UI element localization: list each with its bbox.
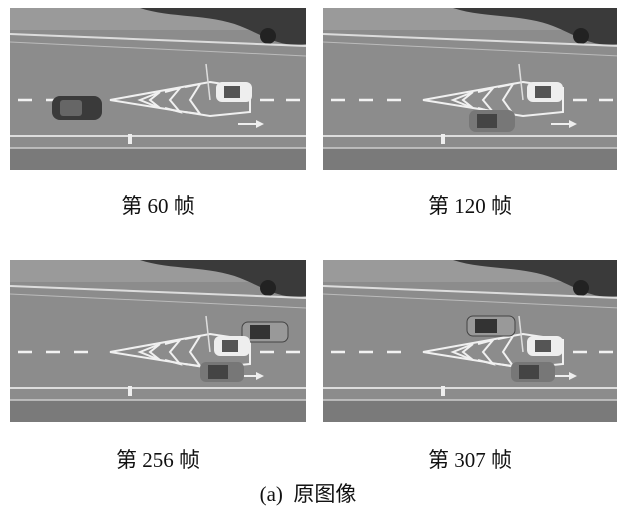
frame-image: [10, 260, 306, 424]
frame-caption: 第 256 帧: [116, 448, 200, 472]
figure-caption: (a) 原图像: [259, 482, 357, 506]
frame-image: [10, 8, 306, 170]
frame-caption: 第 60 帧: [121, 194, 195, 218]
frame-caption: 第 307 帧: [428, 448, 512, 472]
frame-image: [323, 260, 617, 424]
frame-caption: 第 120 帧: [428, 194, 512, 218]
frame-image: [323, 8, 617, 170]
